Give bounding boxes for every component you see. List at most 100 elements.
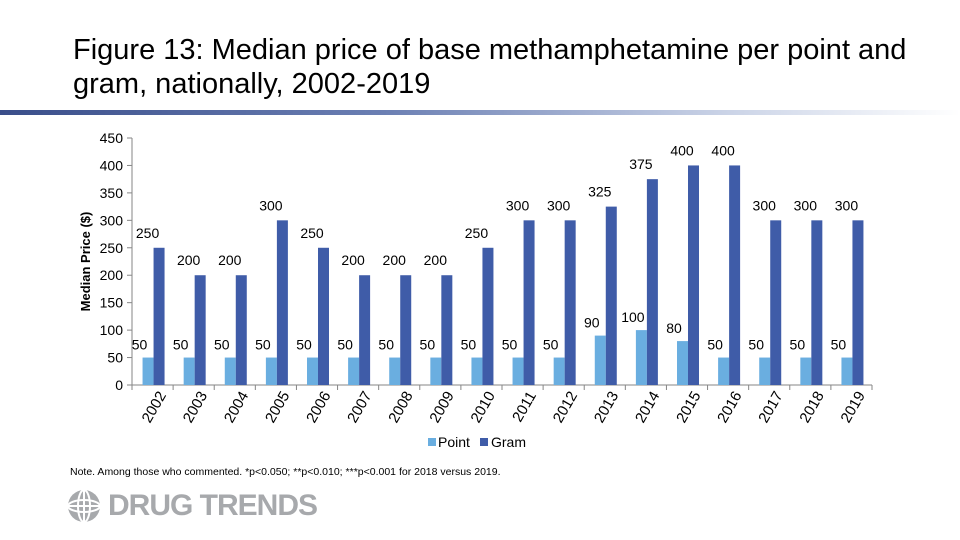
data-label-gram-2013: 325 [588,184,612,200]
bar-gram-2009 [441,275,453,385]
bar-gram-2015 [688,165,699,385]
legend-label-gram: Gram [491,434,526,450]
bar-gram-2011 [523,220,535,385]
y-tick-label: 350 [100,185,124,201]
data-label-point-2013: 90 [584,315,600,331]
data-label-gram-2015: 400 [670,142,694,158]
title-divider [0,110,960,115]
bar-point-2016 [718,357,730,385]
data-label-gram-2014: 375 [629,156,653,172]
x-tick-label-2011: 2011 [509,389,540,425]
x-tick-label-2009: 2009 [426,389,457,426]
legend-swatch-point [428,438,436,446]
x-tick-label-2014: 2014 [632,389,663,426]
bar-point-2005 [265,357,277,385]
x-tick-label-2008: 2008 [385,389,416,426]
data-label-gram-2004: 200 [218,252,242,268]
bar-point-2011 [512,357,524,385]
data-label-gram-2008: 200 [383,252,407,268]
x-tick-label-2019: 2019 [837,389,868,426]
data-label-gram-2006: 250 [300,225,324,241]
bar-gram-2019 [852,220,864,385]
bar-gram-2005 [276,220,288,385]
x-tick-label-2012: 2012 [550,389,581,426]
x-tick-label-2007: 2007 [344,389,375,426]
bar-point-2015 [677,341,688,385]
data-label-gram-2010: 250 [465,225,489,241]
footnote: Note. Among those who commented. *p<0.05… [70,466,501,478]
y-tick-label: 450 [100,130,124,146]
legend-label-point: Point [438,434,470,450]
bar-point-2012 [553,357,565,385]
bar-gram-2006 [318,247,329,385]
bar-gram-2004 [235,275,247,385]
bar-point-2002 [142,357,154,385]
data-label-point-2002: 50 [132,337,148,353]
bar-gram-2014 [646,179,658,385]
bar-point-2007 [348,357,360,385]
y-tick-label: 50 [107,350,123,366]
data-label-point-2010: 50 [461,337,477,353]
bar-gram-2002 [153,247,165,385]
y-tick-label: 200 [100,267,124,283]
data-label-gram-2003: 200 [177,252,201,268]
x-tick-label-2018: 2018 [796,389,827,426]
data-label-gram-2019: 300 [835,197,859,213]
y-tick-label: 250 [100,240,124,256]
bar-gram-2008 [400,275,412,385]
bar-point-2018 [800,357,812,385]
page-title: Figure 13: Median price of base methamph… [73,34,907,100]
bar-point-2003 [183,357,195,385]
globe-icon [67,489,101,523]
data-label-point-2019: 50 [831,337,847,353]
bar-point-2008 [389,357,401,385]
x-tick-label-2006: 2006 [303,389,334,426]
data-label-point-2009: 50 [420,337,436,353]
y-tick-label: 300 [100,212,124,228]
x-tick-label-2002: 2002 [139,389,170,426]
bar-point-2004 [224,357,236,385]
data-label-point-2007: 50 [337,337,353,353]
x-tick-label-2013: 2013 [591,389,622,426]
x-tick-label-2015: 2015 [673,389,704,426]
data-label-point-2015: 80 [666,320,682,336]
y-axis-title: Median Price ($) [78,212,93,312]
legend-swatch-gram [480,438,488,446]
bar-gram-2007 [359,275,371,385]
data-label-point-2014: 100 [621,309,645,325]
data-label-gram-2005: 300 [259,197,283,213]
x-tick-label-2010: 2010 [467,389,498,426]
data-label-point-2008: 50 [378,337,394,353]
x-tick-label-2005: 2005 [262,389,293,426]
y-tick-label: 0 [115,377,123,393]
bar-point-2006 [307,357,318,385]
drug-trends-logo: DRUG TRENDS [66,488,318,524]
bar-gram-2017 [770,220,782,385]
bar-gram-2018 [811,220,823,385]
data-label-gram-2012: 300 [547,197,571,213]
bar-gram-2010 [482,247,494,385]
y-tick-label: 400 [100,157,124,173]
data-label-point-2005: 50 [255,337,271,353]
data-label-gram-2018: 300 [794,197,818,213]
bar-gram-2003 [194,275,206,385]
bar-point-2009 [430,357,442,385]
bar-gram-2013 [605,206,617,385]
data-label-point-2018: 50 [790,337,806,353]
bar-point-2013 [594,335,606,385]
bar-point-2014 [635,330,647,385]
bar-gram-2016 [729,165,741,385]
logo-text: DRUG TRENDS [108,489,318,522]
y-tick-label: 150 [100,295,124,311]
x-tick-label-2017: 2017 [755,389,786,426]
data-label-gram-2007: 200 [341,252,365,268]
data-label-point-2017: 50 [748,337,764,353]
x-tick-label-2004: 2004 [221,389,252,426]
data-label-point-2004: 50 [214,337,230,353]
data-label-gram-2017: 300 [753,197,777,213]
x-tick-label-2003: 2003 [180,389,211,426]
bar-point-2010 [471,357,483,385]
data-label-gram-2002: 250 [136,225,160,241]
data-label-point-2012: 50 [543,337,559,353]
